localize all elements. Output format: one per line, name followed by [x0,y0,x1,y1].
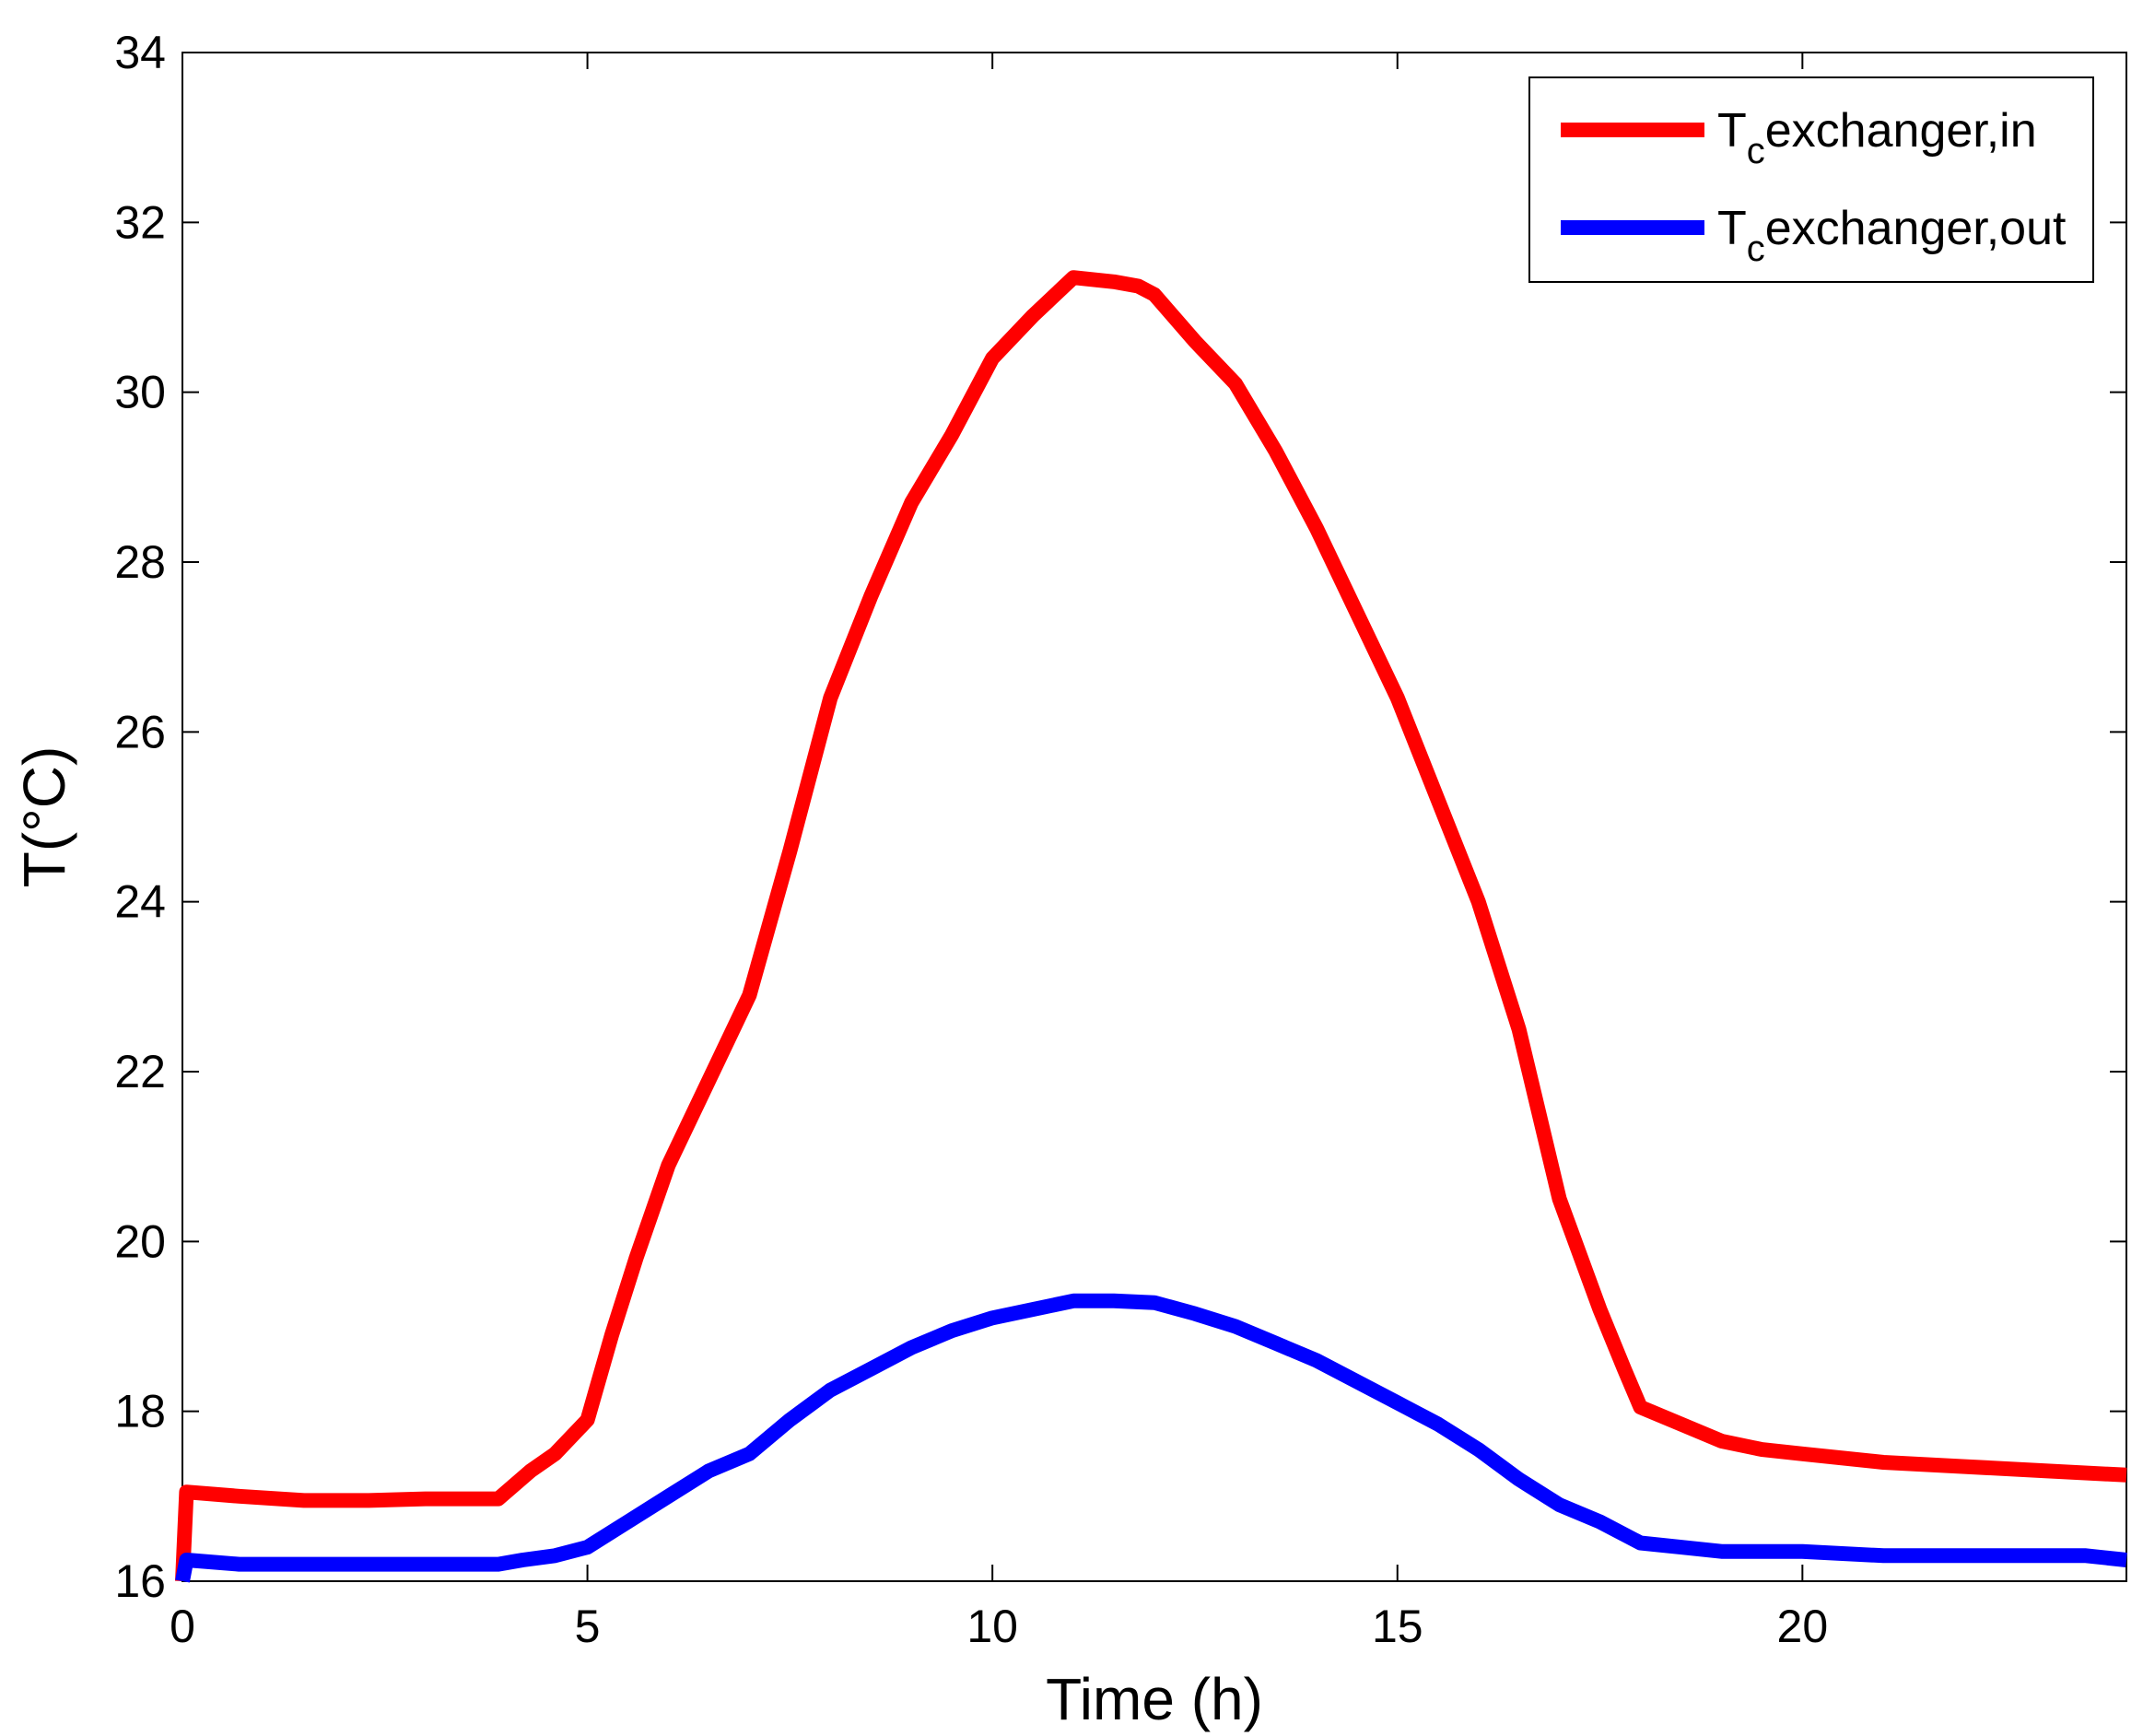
plot-area [182,52,2127,1582]
y-tick-label: 18 [114,1386,166,1437]
y-tick-label: 30 [114,367,166,418]
legend-label-subscript: c [1747,131,1765,171]
legend-box [1528,76,2094,283]
x-tick-label: 20 [1777,1601,1829,1652]
x-axis-label: Time (h) [1046,1666,1263,1732]
series-line-1 [175,1293,2127,1583]
series-group [175,270,2127,1583]
x-tick-label: 0 [170,1601,195,1652]
legend-label-suffix: exchanger,out [1765,202,2067,255]
x-tick-label: 5 [575,1601,601,1652]
y-tick-label: 22 [114,1046,166,1097]
x-tick-label: 15 [1372,1601,1423,1652]
y-tick-label: 16 [114,1555,166,1607]
legend-label-main: T [1717,104,1747,158]
y-axis-label: T(°C) [11,746,77,888]
y-tick-label: 24 [114,876,166,928]
legend-label-main: T [1717,202,1747,255]
legend-label-subscript: c [1747,229,1765,269]
legend-label-suffix: exchanger,in [1765,104,2037,158]
y-tick-label: 20 [114,1215,166,1267]
x-tick-label: 10 [966,1601,1018,1652]
y-axis: 16 18 20 22 24 26 28 30 32 34 [114,27,2126,1607]
x-axis: 0 5 10 15 20 [170,53,1828,1652]
y-tick-label: 32 [114,196,166,248]
series-line-0 [175,270,2127,1582]
plot-frame [182,52,2127,1582]
legend-label-1: Tcexchanger,out [1717,202,2067,269]
y-tick-label: 28 [114,536,166,588]
legend-label-0: Tcexchanger,in [1717,104,2037,171]
y-tick-label: 26 [114,706,166,757]
y-tick-label: 34 [114,27,166,78]
